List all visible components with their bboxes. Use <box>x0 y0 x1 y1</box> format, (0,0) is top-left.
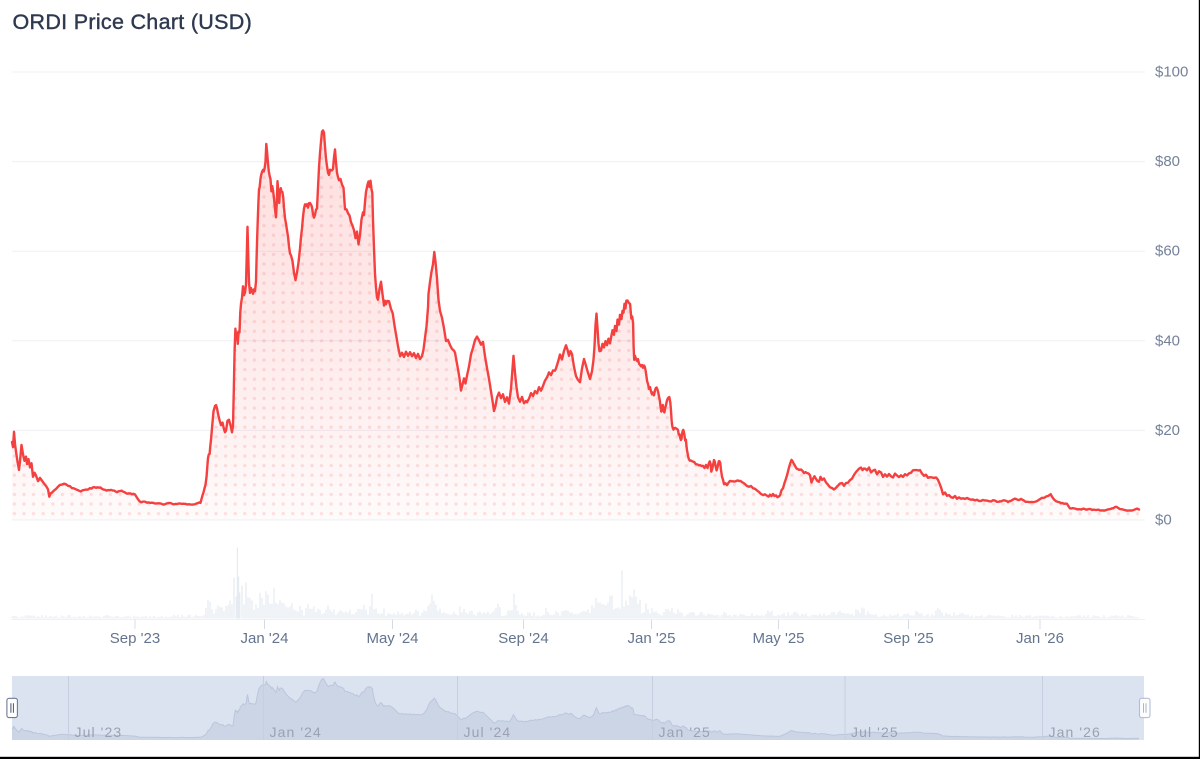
svg-text:$100: $100 <box>1155 63 1188 80</box>
svg-text:Jan '25: Jan '25 <box>659 724 711 740</box>
svg-text:$20: $20 <box>1155 422 1180 439</box>
svg-text:Sep '24: Sep '24 <box>498 630 548 647</box>
svg-text:Jan '26: Jan '26 <box>1016 630 1064 647</box>
svg-text:$60: $60 <box>1155 243 1180 260</box>
svg-text:Jul '23: Jul '23 <box>75 724 123 740</box>
svg-text:Sep '25: Sep '25 <box>883 630 933 647</box>
svg-text:Jan '24: Jan '24 <box>270 724 322 740</box>
svg-text:Sep '23: Sep '23 <box>110 630 160 647</box>
svg-text:Jul '25: Jul '25 <box>851 724 899 740</box>
svg-text:May '24: May '24 <box>366 630 418 647</box>
svg-text:ORDI Price Chart (USD): ORDI Price Chart (USD) <box>13 10 253 34</box>
svg-text:Jan '24: Jan '24 <box>241 630 289 647</box>
svg-text:Jul '24: Jul '24 <box>464 724 512 740</box>
svg-text:Jan '25: Jan '25 <box>628 630 676 647</box>
svg-text:$80: $80 <box>1155 153 1180 170</box>
svg-text:$0: $0 <box>1155 511 1172 528</box>
svg-text:$40: $40 <box>1155 332 1180 349</box>
svg-text:May '25: May '25 <box>752 630 804 647</box>
svg-text:Jan '26: Jan '26 <box>1049 724 1101 740</box>
